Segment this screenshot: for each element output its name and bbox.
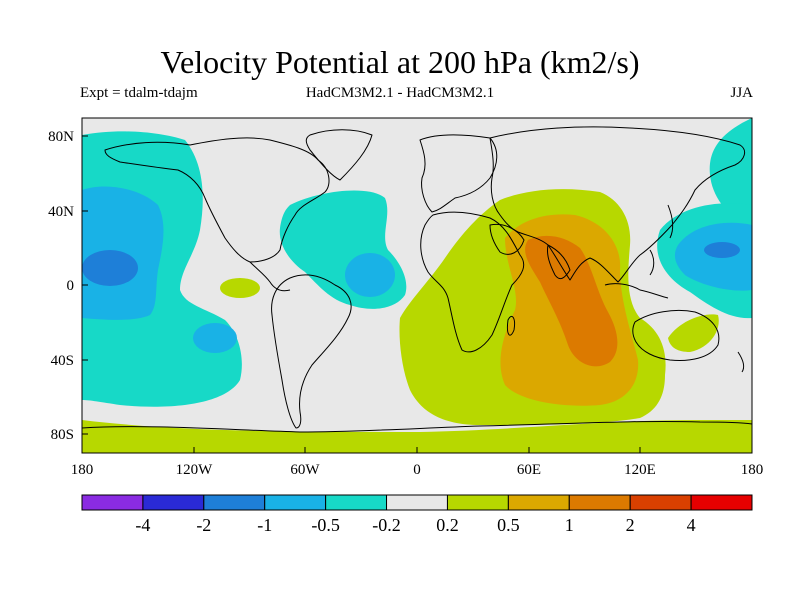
coastline-australia bbox=[632, 309, 720, 361]
colorbar-label: -4 bbox=[135, 515, 150, 535]
coastline-central-america bbox=[249, 261, 291, 292]
colorbar-label: 1 bbox=[565, 515, 574, 535]
colorbar-label: -0.5 bbox=[311, 515, 340, 535]
colorbar-swatch bbox=[568, 494, 631, 511]
coastline-indonesia bbox=[604, 283, 669, 299]
colorbar-swatch bbox=[203, 494, 266, 511]
coastline-madagascar bbox=[507, 315, 515, 336]
colorbar-swatch bbox=[507, 494, 570, 511]
colorbar-swatch bbox=[629, 494, 692, 511]
figure-title: Velocity Potential at 200 hPa (km2/s) bbox=[160, 44, 640, 80]
coastline-arabia bbox=[489, 223, 525, 255]
x-axis-labels: 180 120W 60W 0 60E 120E 180 bbox=[71, 462, 764, 478]
x-tick-label: 180 bbox=[71, 462, 94, 478]
field-pacific-positive-patch bbox=[220, 278, 260, 298]
coastline-new-zealand bbox=[737, 351, 745, 373]
colorbar-swatch bbox=[325, 494, 388, 511]
field-australia-positive-patch bbox=[668, 314, 719, 352]
colorbar-label: 0.5 bbox=[497, 515, 520, 535]
y-tick-label: 0 bbox=[67, 278, 75, 294]
season-label: JJA bbox=[730, 85, 753, 101]
colorbar-swatch bbox=[690, 494, 753, 511]
colorbar-swatch bbox=[264, 494, 327, 511]
x-tick-label: 120E bbox=[624, 462, 656, 478]
colorbar-label: 0.2 bbox=[436, 515, 459, 535]
colorbar-swatch bbox=[446, 494, 509, 511]
x-tick-label: 60E bbox=[517, 462, 541, 478]
y-tick-label: 80N bbox=[48, 129, 74, 145]
colorbar-swatch bbox=[142, 494, 205, 511]
field-south-positive-band bbox=[82, 420, 752, 453]
experiment-label: Expt = tdalm-tdajm bbox=[80, 85, 198, 101]
coastline-asia bbox=[489, 126, 746, 283]
coastline-greenland bbox=[305, 129, 373, 181]
field-indian-ocean-1 bbox=[525, 235, 618, 367]
colorbar-label: -0.2 bbox=[372, 515, 401, 535]
y-tick-label: 40N bbox=[48, 204, 74, 220]
coastline-north-america bbox=[104, 137, 330, 263]
x-tick-label: 0 bbox=[413, 462, 421, 478]
coastline-philippines bbox=[649, 249, 655, 276]
coastline-japan bbox=[667, 204, 674, 239]
colorbar-label: -2 bbox=[196, 515, 211, 535]
coastline-antarctica bbox=[82, 420, 752, 433]
y-tick-label: 40S bbox=[51, 353, 74, 369]
x-tick-label: 180 bbox=[741, 462, 764, 478]
field-pacific-core bbox=[82, 250, 138, 286]
y-tick-label: 80S bbox=[51, 427, 74, 443]
coastlines bbox=[82, 126, 752, 433]
field-west-pacific-core bbox=[704, 242, 740, 258]
y-axis-labels: 80N 40N 0 40S 80S bbox=[48, 129, 74, 443]
colorbar-swatch bbox=[81, 494, 144, 511]
colorbar-label: 4 bbox=[687, 515, 696, 535]
coastline-india bbox=[547, 244, 571, 280]
coastline-africa bbox=[420, 211, 525, 353]
coastline-south-america bbox=[271, 274, 352, 429]
x-tick-label: 60W bbox=[290, 462, 320, 478]
colorbar: -4 -2 -1 -0.5 -0.2 0.2 0.5 1 2 4 bbox=[81, 494, 753, 535]
x-tick-label: 120W bbox=[176, 462, 214, 478]
colorbar-label: -1 bbox=[257, 515, 272, 535]
map-panel bbox=[82, 118, 752, 453]
axis-ticks bbox=[81, 135, 753, 453]
models-label: HadCM3M2.1 - HadCM3M2.1 bbox=[305, 85, 495, 101]
colorbar-swatch bbox=[386, 494, 448, 511]
field-tropical-atlantic-minimum bbox=[345, 253, 395, 297]
colorbar-label: 2 bbox=[626, 515, 635, 535]
field-south-pacific-minimum bbox=[193, 323, 237, 353]
